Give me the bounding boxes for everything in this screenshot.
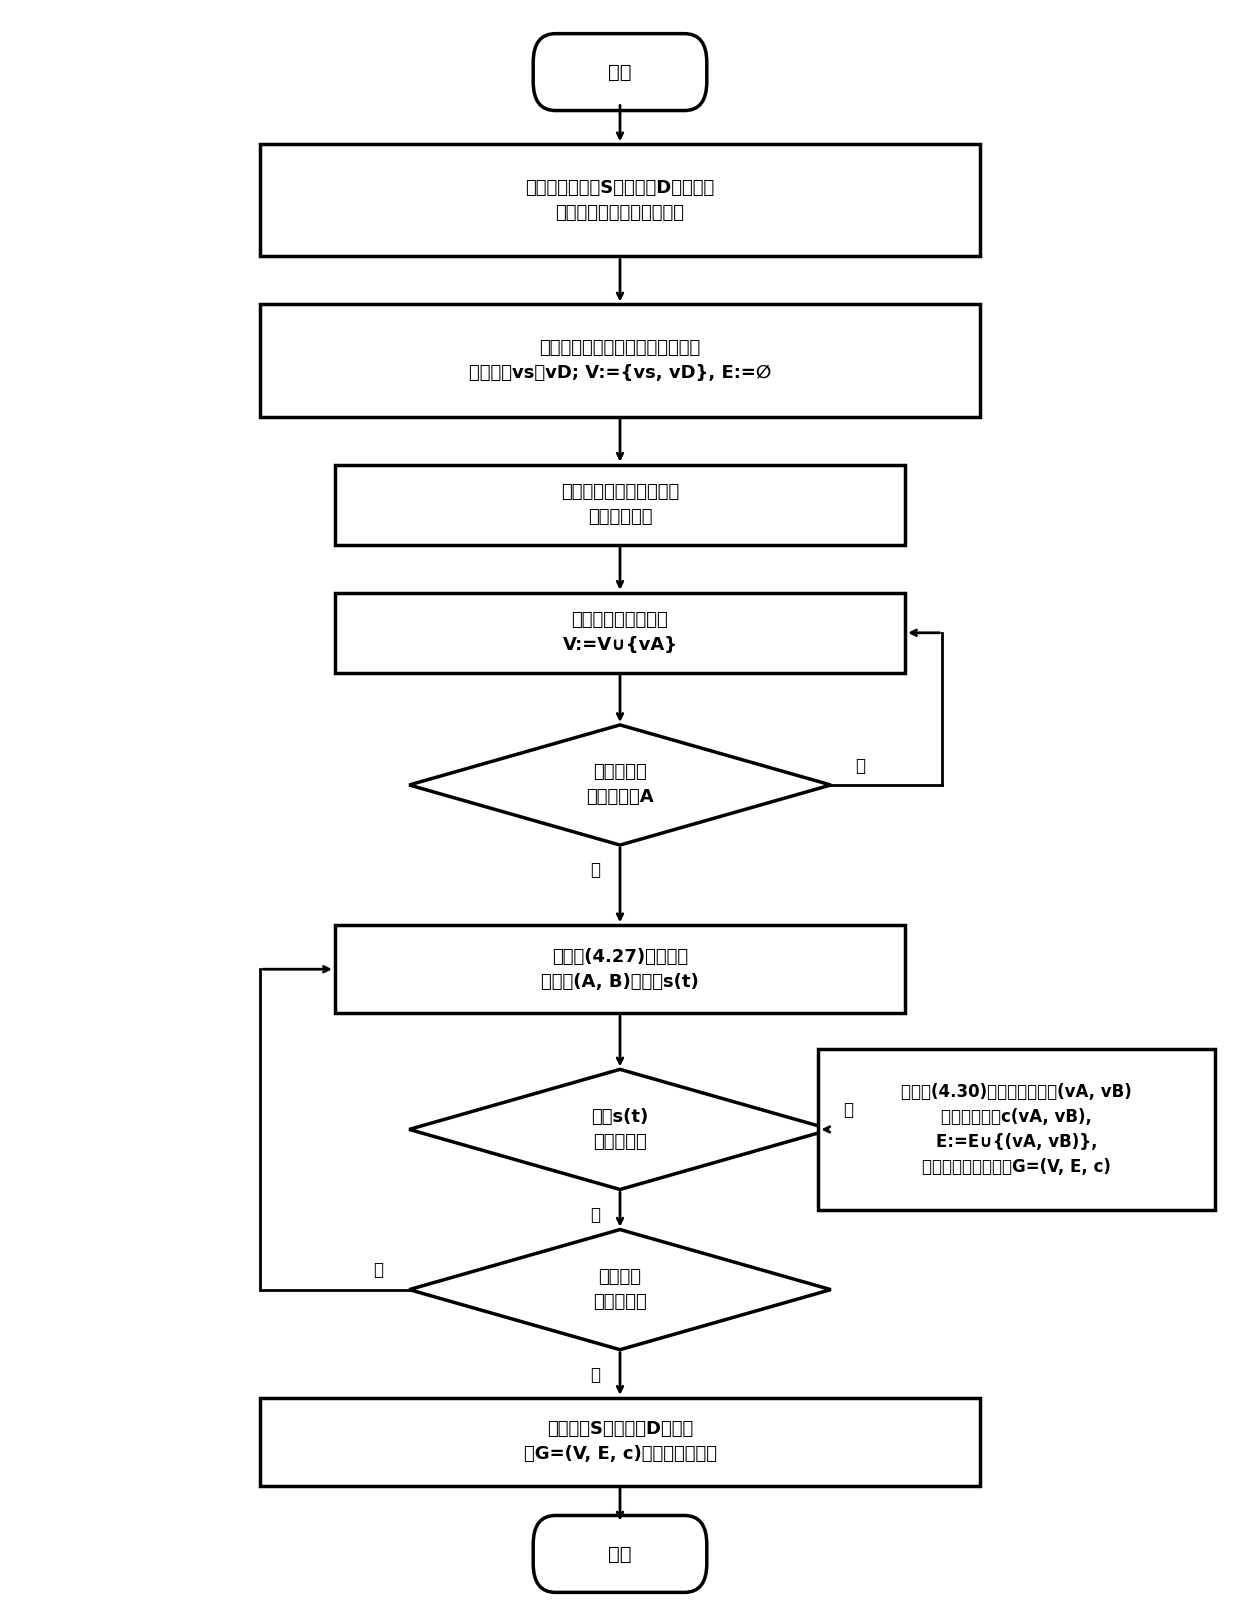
Text: 初始化：起始点S，目标点D，禁飞区
以及飞行器的飞行性能数据: 初始化：起始点S，目标点D，禁飞区 以及飞行器的飞行性能数据 [526, 179, 714, 221]
Bar [260, 144, 980, 256]
Polygon shape [409, 724, 831, 846]
Text: 结束: 结束 [609, 1544, 631, 1564]
Text: 生成新的顶点要素：
V:=V∪{vA}: 生成新的顶点要素： V:=V∪{vA} [563, 612, 677, 654]
Text: 使用式(4.27)创建轨迹
元素对(A, B)的轨迹s(t): 使用式(4.27)创建轨迹 元素对(A, B)的轨迹s(t) [541, 948, 699, 990]
Text: 随机选择位置与速度向量
创建轨迹元素: 随机选择位置与速度向量 创建轨迹元素 [560, 484, 680, 525]
Text: 轨迹s(t)
是否可飞行: 轨迹s(t) 是否可飞行 [591, 1109, 649, 1150]
Polygon shape [409, 1070, 831, 1189]
Bar [335, 924, 905, 1014]
Text: 是: 是 [856, 756, 866, 775]
Bar [335, 465, 905, 545]
Text: 否: 否 [590, 862, 600, 879]
Polygon shape [409, 1230, 831, 1349]
Text: 使用式(4.30)创建新轨迹边界(vA, vB)
以及飞行距离c(vA, vB),
E:=E∪{(vA, vB)},
并生成最短轨迹网络G=(V, E, c): 使用式(4.30)创建新轨迹边界(vA, vB) 以及飞行距离c(vA, vB)… [901, 1083, 1132, 1176]
Text: 是: 是 [373, 1261, 383, 1280]
FancyBboxPatch shape [533, 34, 707, 111]
Text: 开始: 开始 [609, 62, 631, 82]
Bar [818, 1049, 1215, 1210]
Text: 是: 是 [843, 1101, 853, 1120]
Bar [260, 1397, 980, 1487]
Text: 为起始点与目标点创建顶点要素：
速度向量vs与vD; V:={vs, vD}, E:=∅: 为起始点与目标点创建顶点要素： 速度向量vs与vD; V:={vs, vD}, … [469, 340, 771, 381]
Bar [260, 304, 980, 417]
Text: 由起始点S至目标点D的网络
中G=(V, E, c)找到可飞行轨迹: 由起始点S至目标点D的网络 中G=(V, E, c)找到可飞行轨迹 [523, 1421, 717, 1463]
FancyBboxPatch shape [533, 1515, 707, 1592]
Text: 否: 否 [590, 1365, 600, 1384]
Text: 否: 否 [590, 1205, 600, 1224]
Text: 是否存在其
他轨迹元素A: 是否存在其 他轨迹元素A [587, 764, 653, 806]
Text: 是否存在
其他轨迹对: 是否存在 其他轨迹对 [593, 1269, 647, 1310]
Bar [335, 593, 905, 673]
